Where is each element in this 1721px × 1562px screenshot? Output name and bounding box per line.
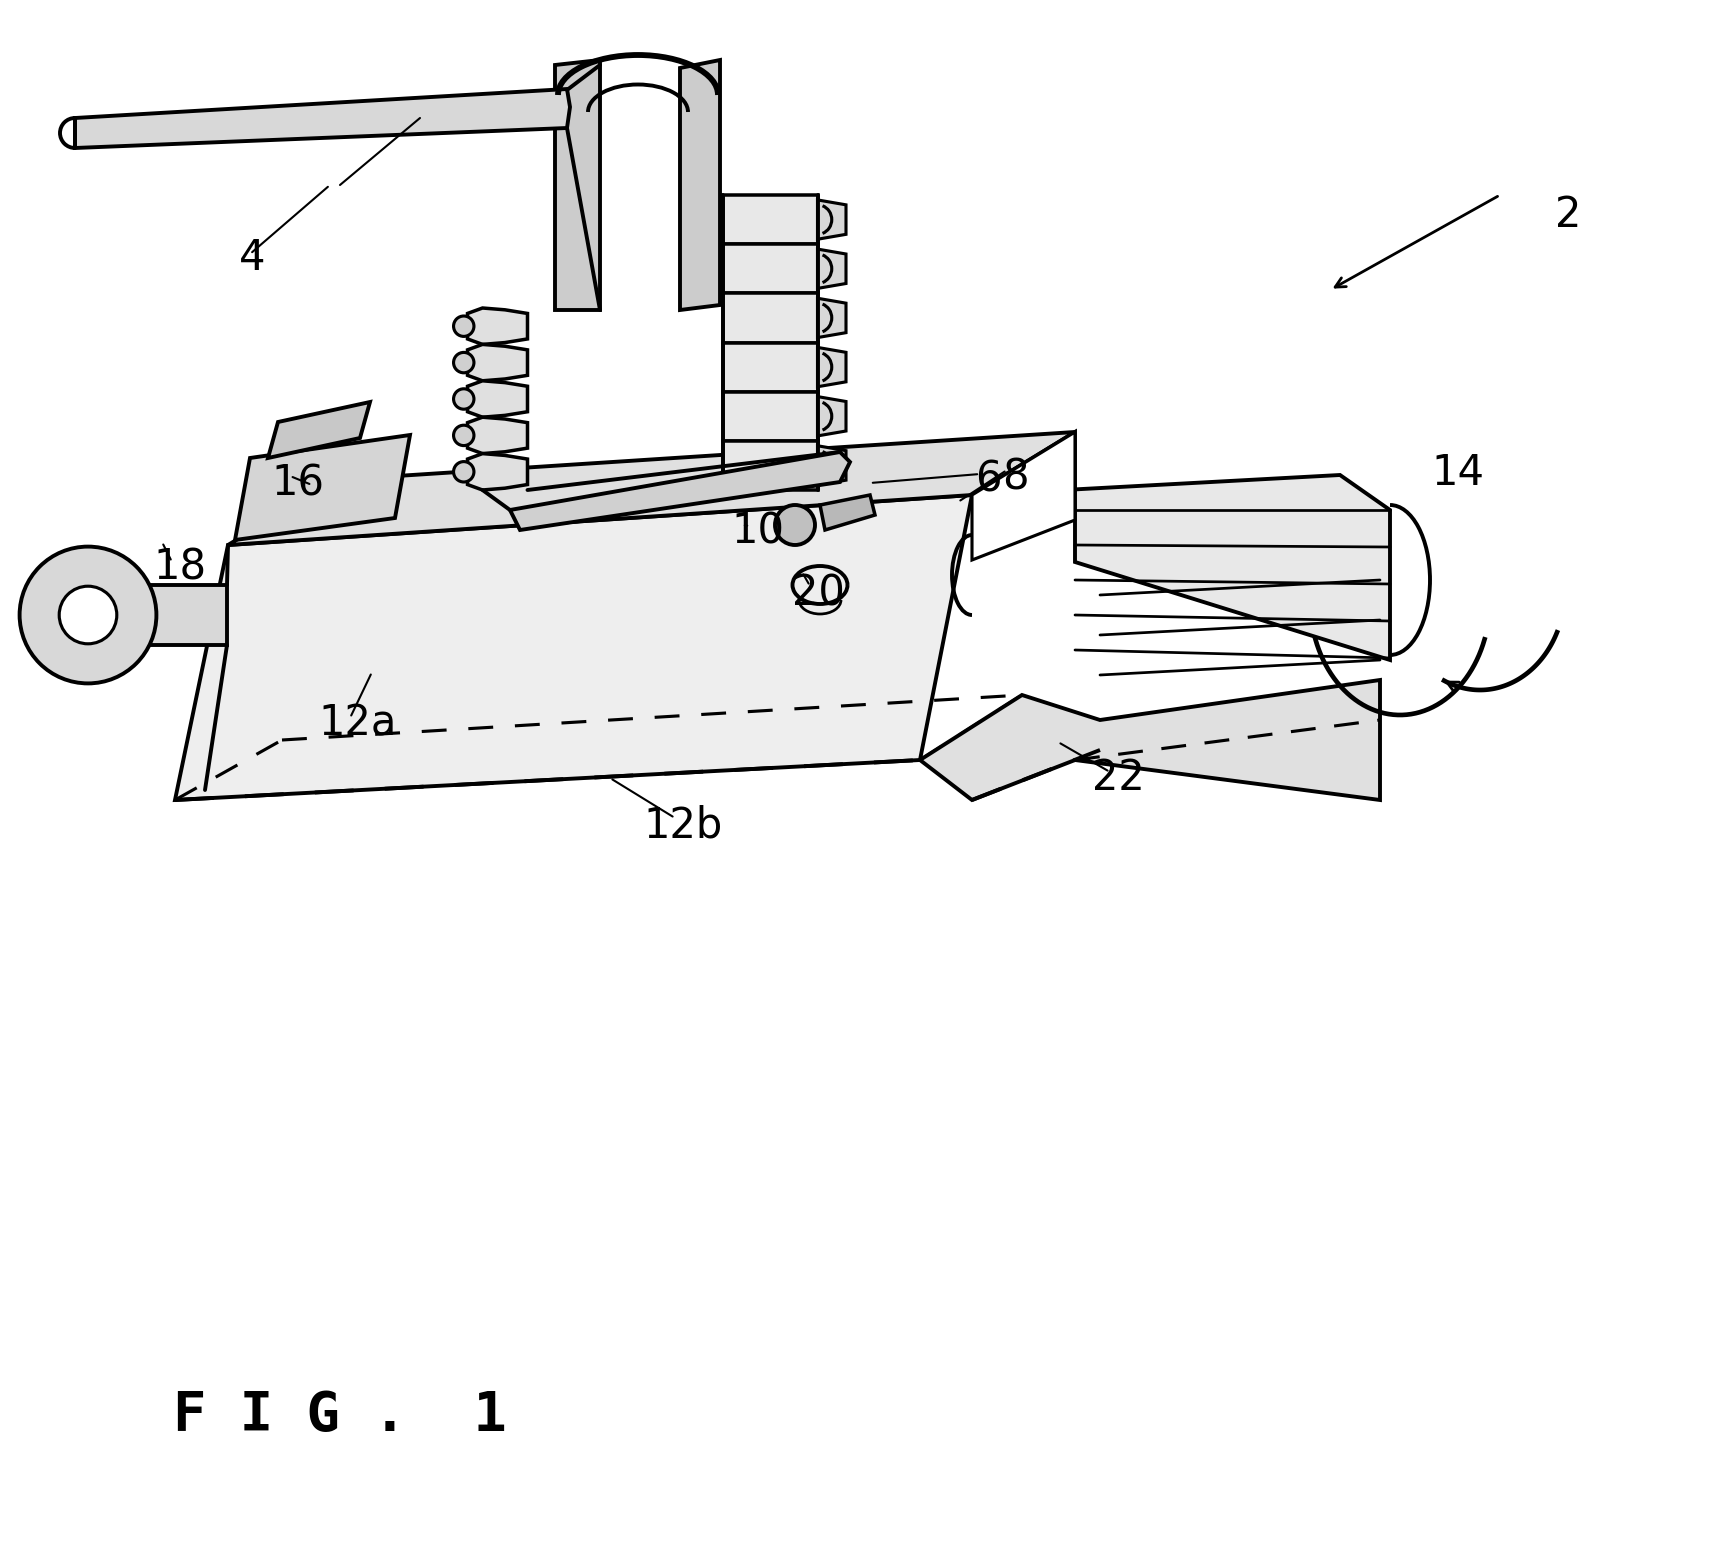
Polygon shape: [83, 586, 227, 645]
Polygon shape: [680, 59, 719, 309]
Polygon shape: [236, 434, 410, 540]
Polygon shape: [817, 347, 847, 387]
Polygon shape: [468, 417, 528, 453]
Circle shape: [774, 505, 816, 545]
Text: 16: 16: [272, 462, 325, 505]
Polygon shape: [817, 397, 847, 436]
Text: 2: 2: [1554, 194, 1582, 236]
Circle shape: [454, 389, 473, 409]
Polygon shape: [76, 89, 570, 148]
Polygon shape: [817, 445, 847, 486]
Polygon shape: [817, 200, 847, 239]
Polygon shape: [723, 195, 817, 244]
Polygon shape: [723, 392, 817, 440]
Polygon shape: [817, 298, 847, 337]
Polygon shape: [817, 248, 847, 289]
Polygon shape: [972, 433, 1391, 661]
Circle shape: [454, 316, 473, 336]
Polygon shape: [819, 495, 874, 530]
Text: 22: 22: [1091, 758, 1144, 800]
Polygon shape: [227, 433, 1076, 545]
Polygon shape: [509, 451, 850, 530]
Circle shape: [19, 547, 157, 684]
Text: 18: 18: [153, 547, 207, 589]
Text: F I G .  1: F I G . 1: [174, 1389, 508, 1442]
Polygon shape: [268, 401, 370, 458]
Text: 6: 6: [974, 459, 1002, 501]
Circle shape: [454, 425, 473, 445]
Text: 12b: 12b: [644, 804, 723, 847]
Polygon shape: [723, 294, 817, 342]
Polygon shape: [723, 244, 817, 294]
Polygon shape: [468, 308, 528, 344]
Text: 10: 10: [731, 511, 785, 553]
Polygon shape: [176, 495, 972, 800]
Circle shape: [59, 586, 117, 644]
Polygon shape: [468, 453, 528, 490]
Text: 4: 4: [239, 237, 265, 280]
Polygon shape: [468, 381, 528, 417]
Polygon shape: [468, 344, 528, 381]
Polygon shape: [554, 59, 601, 309]
Polygon shape: [972, 433, 1076, 561]
Circle shape: [454, 353, 473, 373]
Text: 20: 20: [792, 572, 845, 614]
Polygon shape: [921, 679, 1380, 800]
Polygon shape: [723, 342, 817, 392]
Polygon shape: [723, 440, 817, 490]
Text: 8: 8: [1002, 456, 1029, 498]
Text: 14: 14: [1432, 451, 1485, 494]
Text: 12a: 12a: [318, 703, 398, 745]
Circle shape: [454, 462, 473, 483]
